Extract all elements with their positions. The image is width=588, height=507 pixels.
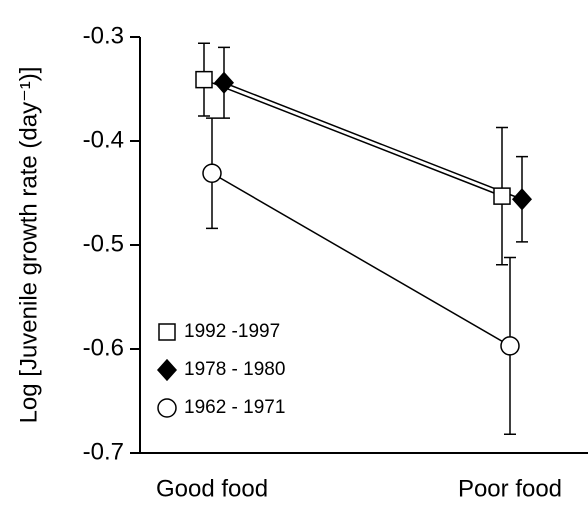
legend-marker	[157, 398, 177, 418]
series-line	[223, 82, 523, 200]
series-line	[211, 172, 511, 347]
data-point	[213, 71, 235, 94]
y-tick-label: -0.3	[83, 22, 124, 49]
data-point	[511, 188, 533, 211]
legend-label: 1962 - 1971	[184, 397, 285, 418]
x-tick-label: Good food	[156, 475, 268, 502]
y-tick-label: -0.7	[83, 438, 124, 465]
data-point	[500, 336, 520, 356]
y-axis-label: Log [Juvenile growth rate (day⁻¹)]	[15, 67, 42, 424]
legend-marker	[158, 323, 176, 341]
y-tick-label: -0.5	[83, 230, 124, 257]
series-line	[203, 78, 503, 197]
y-tick-label: -0.6	[83, 334, 124, 361]
legend-marker	[156, 358, 178, 382]
legend-label: 1992 -1997	[184, 321, 280, 342]
data-point	[493, 187, 511, 205]
legend-label: 1978 - 1980	[184, 359, 285, 380]
x-tick-label: Poor food	[458, 475, 562, 502]
data-point	[202, 163, 222, 183]
y-tick-label: -0.4	[83, 126, 124, 153]
data-point	[195, 70, 213, 89]
